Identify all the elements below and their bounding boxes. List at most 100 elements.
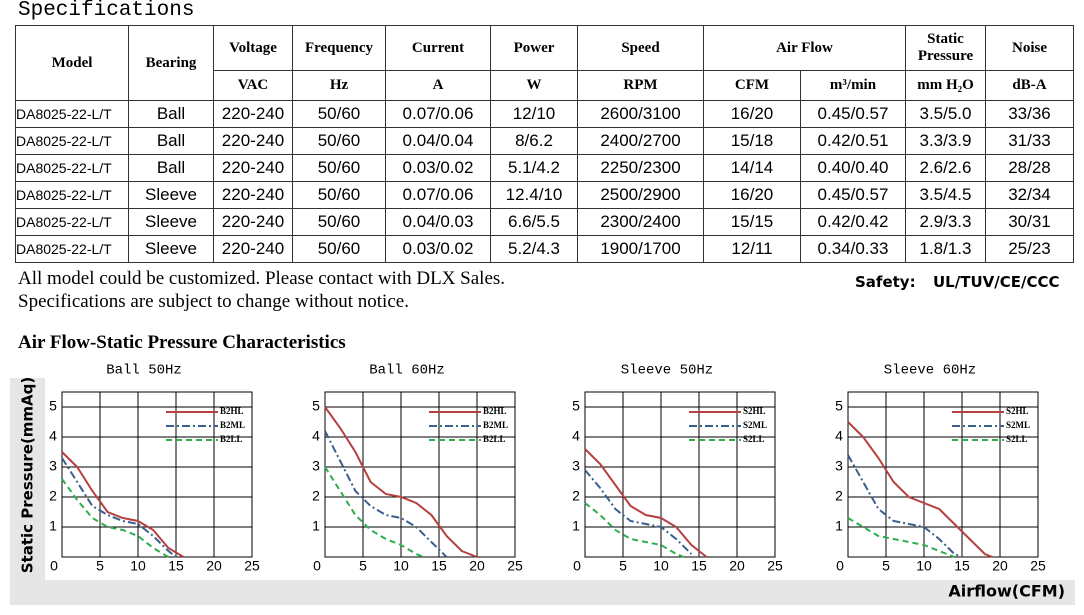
header-row: Model Bearing Voltage Frequency Current Power… [15,25,1074,101]
cell: 15/15 [703,208,801,236]
cell: 0.03/0.02 [385,154,491,182]
x-tick-label: 10 [653,558,669,574]
curve [847,454,963,558]
x-tick-label: 0 [313,558,321,574]
cell: DA8025-22-L/T [15,100,129,128]
cell: 50/60 [292,154,386,182]
x-tick-label: 0 [836,558,844,574]
cell: 28/28 [985,154,1074,182]
cell: 3.5/5.0 [905,100,986,128]
cell: 25/23 [985,235,1074,263]
y-tick-label: 1 [572,518,580,534]
x-tick-label: 25 [767,558,783,574]
y-tick-label: 5 [312,398,320,414]
x-tick-label: 20 [469,558,485,574]
unit-cell: dB-A [985,70,1074,101]
y-tick-label: 4 [572,428,580,444]
cell: 6.6/5.5 [490,208,578,236]
cell: Ball [128,127,214,155]
data-row: DA8025-22-L/T Sleeve 220-240 50/60 0.07/0.06… [15,181,1074,209]
y-tick-label: 4 [49,428,57,444]
unit-row: VAC Hz A W RPM CFM m³/min mm H₂O dB-A [16,70,1074,101]
x-tick-label: 10 [130,558,146,574]
x-tick-label: 25 [507,558,523,574]
y-tick-label: 1 [49,518,57,534]
x-tick-label: 15 [431,558,447,574]
cell: 0.03/0.02 [385,235,491,263]
unit-cell: A [385,70,491,101]
cell: 0.45/0.57 [800,181,906,209]
curve [584,448,708,558]
data-row: DA8025-22-L/T Ball 220-240 50/60 0.04/0.04 8/… [15,127,1074,155]
cell: 5.2/4.3 [490,235,578,263]
y-tick-label: 2 [835,488,843,504]
cell: DA8025-22-L/T [15,154,129,182]
x-tick-label: 20 [992,558,1008,574]
charts: Static Pressure(mmAq) Airflow(CFM) Ball … [10,363,1075,605]
cell: 2.9/3.3 [905,208,986,236]
cell: 30/31 [985,208,1074,236]
header-cell: Noise [985,25,1074,71]
cell: 0.07/0.06 [385,181,491,209]
x-tick-label: 20 [729,558,745,574]
chart-title: Sleeve 50Hz [621,363,713,379]
cell: 220-240 [213,235,293,263]
curve [847,517,955,558]
x-tick-label: 0 [50,558,58,574]
x-tick-label: 5 [359,558,367,574]
data-row: DA8025-22-L/T Ball 220-240 50/60 0.03/0.02 5.… [15,154,1074,182]
cell: 1.8/1.3 [905,235,986,263]
y-tick-label: 4 [835,428,843,444]
header-cell: Voltage [213,25,293,71]
legend-label: B2LL [220,434,243,444]
chart-title: Sleeve 60Hz [884,363,976,379]
cell: 5.1/4.2 [490,154,578,182]
legend-label: S2LL [743,434,765,444]
cell: DA8025-22-L/T [15,181,129,209]
cell: 0.07/0.06 [385,100,491,128]
header-cell: Model [15,25,129,101]
chart-title: Ball 60Hz [369,363,445,379]
header-cell: Power [490,25,578,71]
curve [324,406,478,558]
curve [61,478,169,558]
unit-cell: W [490,70,578,101]
y-tick-label: 1 [312,518,320,534]
plot-area [61,391,253,558]
x-tick-label: 10 [916,558,932,574]
section-title: Air Flow-Static Pressure Characteristics [18,332,346,353]
cell: 50/60 [292,235,386,263]
unit-cell: mm H₂O [905,70,986,101]
safety-value: UL/TUV/CE/CCC [933,273,1060,291]
spec-table: Model Bearing Voltage Frequency Current Power… [15,25,1074,263]
data-row: DA8025-22-L/T Ball 220-240 50/60 0.07/0.06 12… [15,100,1074,128]
x-tick-label: 0 [573,558,581,574]
unit-cell: RPM [577,70,704,101]
y-label-band [10,378,45,605]
legend-label: S2HL [743,406,766,416]
cell: 0.04/0.03 [385,208,491,236]
cell: 3.3/3.9 [905,127,986,155]
legend-label: B2HL [483,406,507,416]
cell: 12/11 [703,235,801,263]
cell: 0.04/0.04 [385,127,491,155]
cell: 32/34 [985,181,1074,209]
cell: 2400/2700 [577,127,704,155]
cell: Ball [128,100,214,128]
y-tick-label: 3 [572,458,580,474]
legend-label: B2ML [483,420,508,430]
cell: 220-240 [213,208,293,236]
note: All model could be customized. Please co… [18,268,506,289]
cell: 1900/1700 [577,235,704,263]
cell: 2.6/2.6 [905,154,986,182]
header-cell: Air Flow [703,25,906,71]
header-cell: Speed [577,25,704,71]
cell: Sleeve [128,235,214,263]
safety-label: Safety: [855,273,916,291]
cell: 0.34/0.33 [800,235,906,263]
y-tick-label: 4 [312,428,320,444]
title: Specifications [18,0,195,22]
curve [584,469,693,555]
cell: 16/20 [703,181,801,209]
